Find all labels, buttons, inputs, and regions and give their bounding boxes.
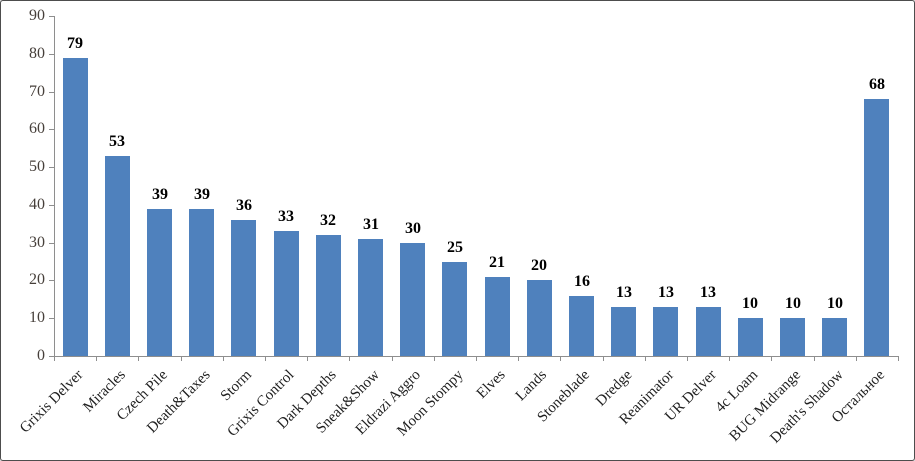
bar-value-label: 13 xyxy=(616,284,632,301)
bar-value-label: 21 xyxy=(489,254,505,271)
x-axis-tick xyxy=(265,356,266,361)
x-axis-tick xyxy=(349,356,350,361)
bar xyxy=(780,318,805,356)
y-axis-tick-label: 60 xyxy=(29,120,45,137)
bar-value-label: 30 xyxy=(405,220,421,237)
bar-value-label: 39 xyxy=(194,186,210,203)
bar-value-label: 20 xyxy=(531,257,547,274)
bar xyxy=(653,307,678,356)
bar-value-label: 31 xyxy=(363,216,379,233)
y-axis-tick xyxy=(49,243,54,244)
bar-value-label: 10 xyxy=(742,295,758,312)
bar xyxy=(569,296,594,356)
bar-value-label: 10 xyxy=(785,295,801,312)
y-axis-tick xyxy=(49,356,54,357)
y-axis-tick xyxy=(49,205,54,206)
y-axis-tick xyxy=(49,129,54,130)
bar xyxy=(864,99,889,356)
x-axis-tick xyxy=(434,356,435,361)
x-axis-tick xyxy=(814,356,815,361)
bar-value-label: 53 xyxy=(109,133,125,150)
x-axis-tick xyxy=(476,356,477,361)
bar-value-label: 13 xyxy=(658,284,674,301)
x-axis-tick xyxy=(54,356,55,361)
bar xyxy=(358,239,383,356)
x-axis-category-label: Elves xyxy=(473,367,509,402)
bar xyxy=(442,262,467,356)
bar-value-label: 36 xyxy=(236,197,252,214)
x-axis-tick xyxy=(518,356,519,361)
bar xyxy=(105,156,130,356)
bar xyxy=(231,220,256,356)
x-axis-tick xyxy=(560,356,561,361)
y-axis-tick xyxy=(49,92,54,93)
y-axis-tick-label: 90 xyxy=(29,7,45,24)
y-axis-tick-label: 30 xyxy=(29,234,45,251)
x-axis-category-label: Storm xyxy=(218,367,256,405)
x-axis-tick xyxy=(645,356,646,361)
y-axis-tick-label: 20 xyxy=(29,271,45,288)
x-axis-category-label: Lands xyxy=(513,367,551,405)
y-axis-tick xyxy=(49,54,54,55)
x-axis-category-label: Grixis Delver xyxy=(16,367,87,437)
bar xyxy=(611,307,636,356)
x-axis-tick xyxy=(603,356,604,361)
y-axis-tick xyxy=(49,167,54,168)
y-axis-line xyxy=(54,16,55,356)
bar xyxy=(822,318,847,356)
y-axis-tick-label: 10 xyxy=(29,309,45,326)
y-axis-tick-label: 40 xyxy=(29,196,45,213)
y-axis-tick-label: 80 xyxy=(29,45,45,62)
bar-value-label: 39 xyxy=(152,186,168,203)
x-axis-tick xyxy=(181,356,182,361)
bar-value-label: 25 xyxy=(447,239,463,256)
x-axis-tick xyxy=(771,356,772,361)
y-axis-tick-label: 50 xyxy=(29,158,45,175)
y-axis-tick-label: 0 xyxy=(37,347,45,364)
bar xyxy=(189,209,214,356)
bar xyxy=(63,58,88,356)
bar xyxy=(316,235,341,356)
x-axis-tick xyxy=(687,356,688,361)
bar xyxy=(738,318,763,356)
bar xyxy=(147,209,172,356)
bar xyxy=(400,243,425,356)
bar xyxy=(274,231,299,356)
x-axis-tick xyxy=(898,356,899,361)
bar xyxy=(485,277,510,356)
y-axis-tick xyxy=(49,280,54,281)
y-axis-tick xyxy=(49,318,54,319)
bar-value-label: 79 xyxy=(67,35,83,52)
bar-value-label: 33 xyxy=(278,208,294,225)
x-axis-tick xyxy=(223,356,224,361)
x-axis-tick xyxy=(138,356,139,361)
bar-value-label: 13 xyxy=(700,284,716,301)
bar-value-label: 10 xyxy=(827,295,843,312)
bar-value-label: 16 xyxy=(574,273,590,290)
y-axis-tick-label: 70 xyxy=(29,83,45,100)
x-axis-tick xyxy=(392,356,393,361)
bar xyxy=(696,307,721,356)
x-axis-tick xyxy=(856,356,857,361)
bar-value-label: 32 xyxy=(320,212,336,229)
y-axis-tick xyxy=(49,16,54,17)
bar xyxy=(527,280,552,356)
x-axis-tick xyxy=(307,356,308,361)
bar-value-label: 68 xyxy=(869,76,885,93)
x-axis-tick xyxy=(729,356,730,361)
x-axis-tick xyxy=(96,356,97,361)
